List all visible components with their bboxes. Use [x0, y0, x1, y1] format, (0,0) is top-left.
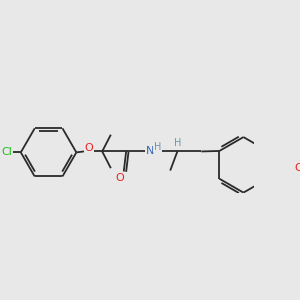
Text: O: O: [294, 163, 300, 173]
Text: O: O: [116, 173, 124, 183]
Text: Cl: Cl: [2, 147, 12, 158]
Text: H: H: [174, 138, 182, 148]
Text: N: N: [146, 146, 154, 156]
Text: O: O: [84, 143, 93, 153]
Text: H: H: [154, 142, 161, 152]
